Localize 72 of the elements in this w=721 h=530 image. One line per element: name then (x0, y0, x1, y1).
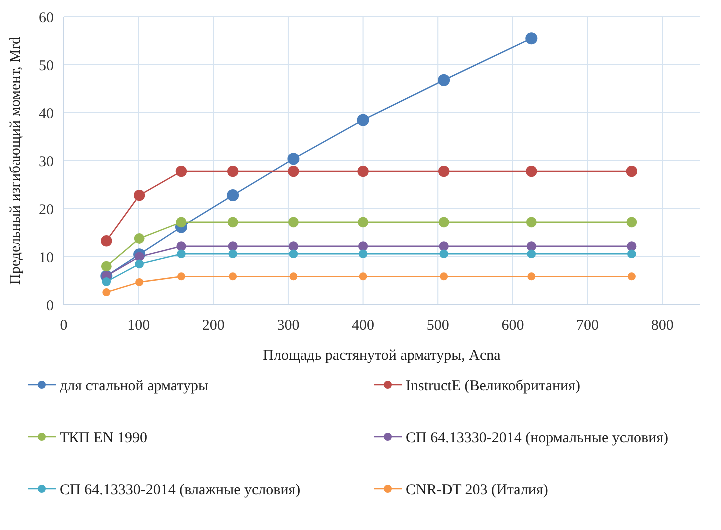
point (101, 261, 112, 272)
y-tick-label: 50 (39, 58, 54, 74)
point (626, 166, 638, 178)
point (176, 217, 187, 228)
point (176, 242, 186, 252)
x-tick-label: 600 (502, 318, 524, 334)
point (288, 166, 300, 178)
point (526, 217, 537, 228)
point (526, 32, 538, 45)
point (136, 278, 144, 286)
point (102, 278, 112, 286)
x-axis-title: Площадь растянутой арматуры, Acna (263, 348, 502, 364)
point (228, 166, 239, 178)
legend-label: InstructE (Великобритания) (406, 378, 580, 394)
x-tick-label: 800 (651, 318, 674, 334)
x-tick-label: 400 (352, 318, 375, 334)
point (134, 234, 145, 244)
point (177, 250, 186, 259)
legend-label: СП 64.13330-2014 (влажные условия) (60, 482, 301, 498)
legend-label: ТКП EN 1990 (60, 430, 148, 446)
x-tick-label: 200 (202, 318, 225, 334)
point (229, 272, 238, 281)
point (227, 190, 240, 202)
y-tick-label: 20 (39, 202, 54, 218)
x-tick-label: 100 (128, 318, 150, 334)
point (528, 272, 536, 281)
point (526, 242, 536, 252)
point (527, 250, 536, 259)
y-axis-title: Предельный изгибающий момент, Mrd (8, 36, 24, 285)
point (440, 272, 448, 281)
point (228, 217, 238, 228)
point (177, 272, 186, 281)
point (358, 217, 368, 228)
point (440, 250, 449, 259)
legend-label: для стальной арматуры (60, 378, 209, 394)
point (439, 242, 449, 252)
legend-label: CNR-DT 203 (Италия) (406, 482, 548, 498)
point (228, 242, 238, 252)
point (627, 242, 637, 252)
x-tick-label: 0 (60, 318, 68, 334)
point (628, 250, 636, 259)
point (288, 217, 299, 228)
point (438, 74, 450, 86)
y-tick-label: 10 (39, 250, 54, 266)
point (628, 272, 636, 281)
point (526, 166, 538, 178)
point (438, 217, 450, 228)
point (134, 190, 146, 202)
point (358, 250, 368, 259)
point (357, 114, 370, 126)
point (626, 217, 638, 228)
point (288, 153, 300, 166)
point (359, 272, 368, 281)
point (176, 166, 188, 178)
point (135, 260, 144, 269)
point (358, 242, 368, 252)
y-tick-label: 40 (39, 106, 54, 122)
y-tick-label: 0 (46, 298, 54, 314)
legend-label: СП 64.13330-2014 (нормальные условия) (406, 430, 669, 446)
point (102, 288, 111, 297)
point (101, 236, 112, 247)
x-tick-label: 700 (576, 318, 600, 334)
point (288, 242, 299, 252)
x-tick-label: 300 (277, 318, 300, 334)
point (358, 166, 369, 178)
point (290, 272, 298, 281)
point (438, 166, 450, 178)
point (228, 250, 238, 259)
y-tick-label: 30 (39, 154, 54, 170)
point (289, 250, 298, 259)
y-tick-label: 60 (39, 10, 54, 26)
x-tick-label: 500 (426, 318, 450, 334)
